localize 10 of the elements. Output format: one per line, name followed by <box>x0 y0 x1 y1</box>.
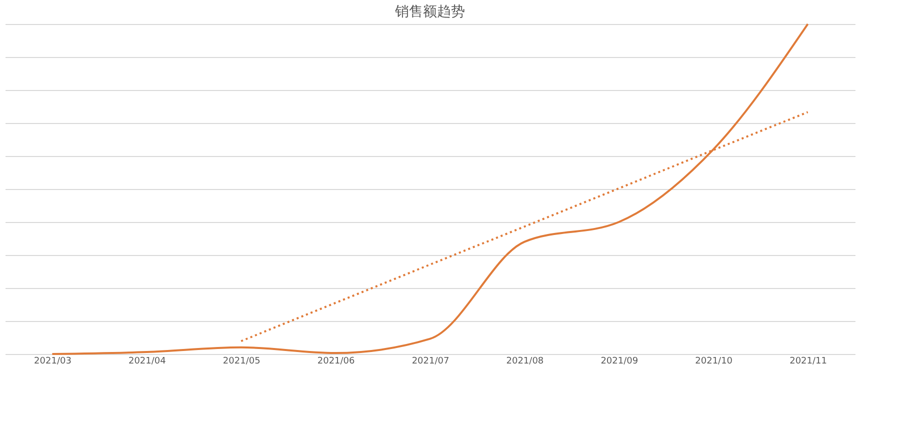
x-tick-label: 2021/07 <box>412 356 450 366</box>
x-tick-label: 2021/09 <box>600 356 638 366</box>
x-tick-label: 2021/04 <box>128 356 166 366</box>
x-tick-label: 2021/08 <box>506 356 544 366</box>
chart-title: 销售额趋势 <box>394 4 465 20</box>
x-tick-label: 2021/10 <box>695 356 733 366</box>
x-tick-label: 2021/03 <box>34 356 72 366</box>
x-tick-label: 2021/06 <box>317 356 356 366</box>
x-tick-label: 2021/05 <box>222 356 260 366</box>
x-tick-label: 2021/11 <box>790 356 827 366</box>
